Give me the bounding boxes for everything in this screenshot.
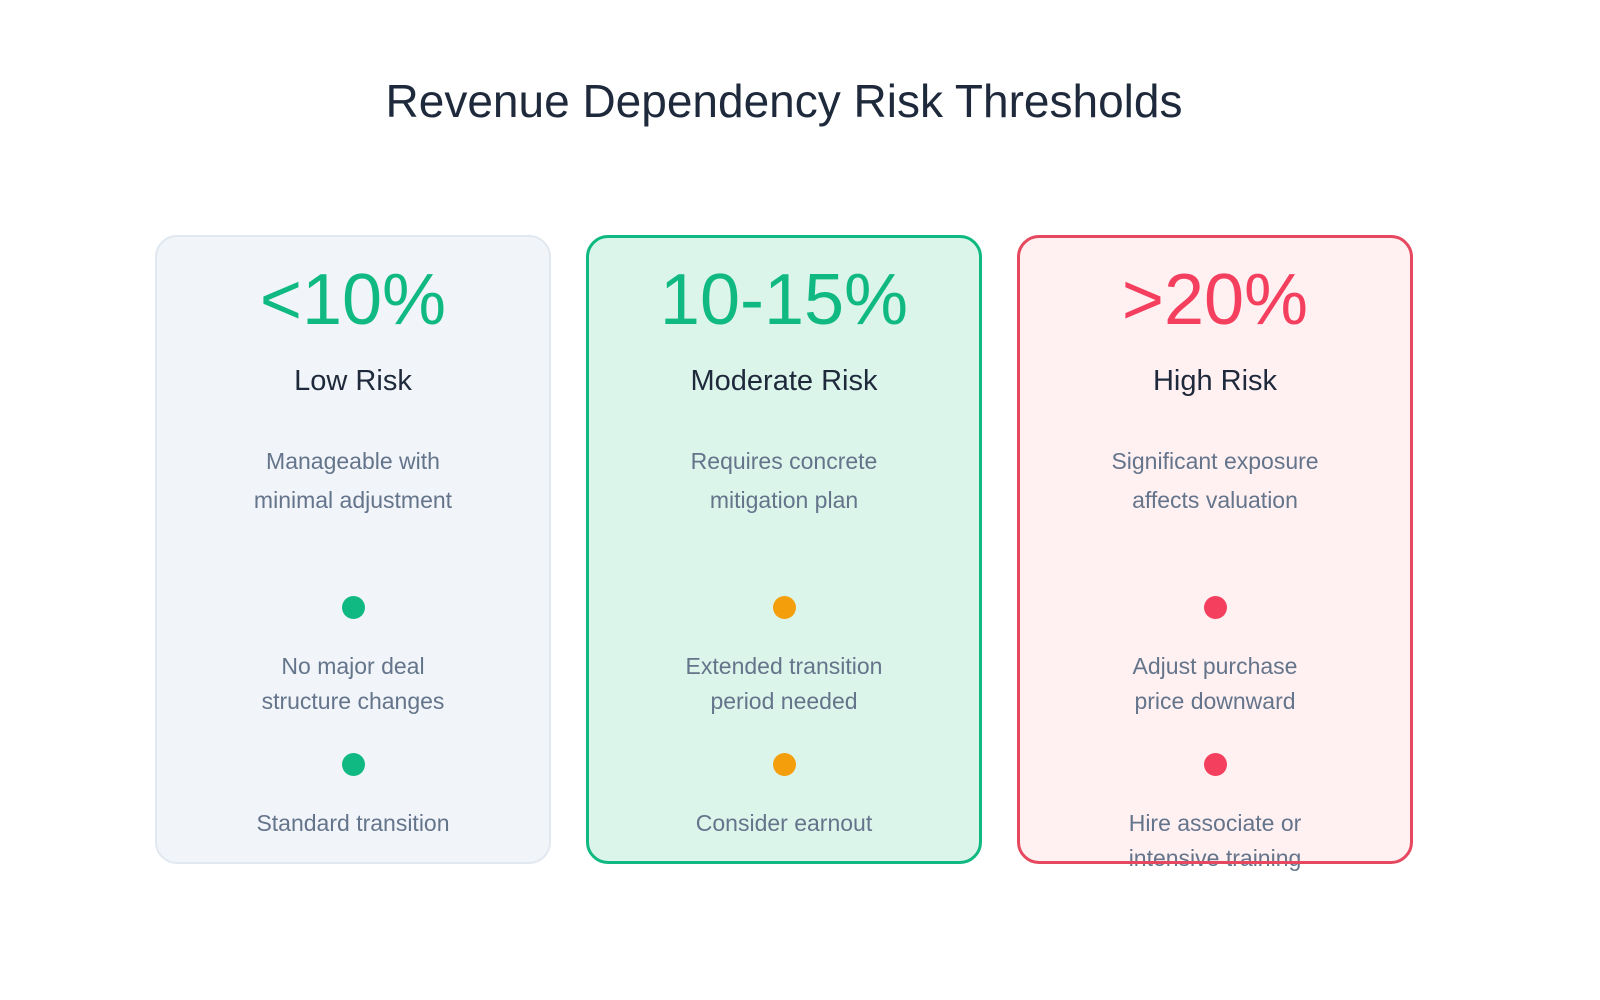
action-item-line: period needed	[710, 688, 858, 714]
action-item-line: intensive training	[1128, 845, 1302, 871]
description-line: affects valuation	[1132, 487, 1298, 513]
action-item-line: Standard transition	[256, 810, 450, 836]
action-item: Standard transition	[155, 806, 551, 841]
action-item: Adjust purchase price downward	[1017, 649, 1413, 719]
description-line: mitigation plan	[709, 487, 859, 513]
risk-level: Low Risk	[294, 365, 412, 397]
risk-level: High Risk	[1152, 365, 1278, 397]
action-item: Consider earnout	[586, 806, 982, 841]
description-line: minimal adjustment	[253, 487, 453, 513]
threshold-value: 10-15%	[659, 260, 909, 340]
risk-card-low: <10% Low Risk Manageable with minimal ad…	[155, 235, 551, 864]
action-item-line: price downward	[1134, 688, 1296, 714]
description-line: Requires concrete	[690, 448, 878, 474]
risk-description: Requires concrete mitigation plan	[586, 442, 982, 520]
description-line: Significant exposure	[1111, 448, 1319, 474]
risk-card-high: >20% High Risk Significant exposure affe…	[1017, 235, 1413, 871]
risk-description: Manageable with minimal adjustment	[155, 442, 551, 520]
action-item: No major deal structure changes	[155, 649, 551, 719]
action-item-line: Consider earnout	[695, 810, 873, 836]
bullet-dot-icon	[1204, 596, 1227, 619]
bullet-dot-icon	[342, 596, 365, 619]
action-item-line: structure changes	[261, 688, 445, 714]
risk-level: Moderate Risk	[690, 365, 878, 397]
action-item-line: Extended transition	[685, 653, 883, 679]
description-line: Manageable with	[266, 448, 440, 474]
bullet-dot-icon	[1204, 753, 1227, 776]
action-item-line: Hire associate or	[1128, 810, 1302, 836]
bullet-dot-icon	[773, 596, 796, 619]
action-item: Extended transition period needed	[586, 649, 982, 719]
action-item: Hire associate or intensive training	[1017, 806, 1413, 876]
threshold-value: >20%	[1121, 260, 1309, 340]
action-item-line: No major deal	[281, 653, 425, 679]
threshold-value: <10%	[259, 260, 447, 340]
action-item-line: Adjust purchase	[1132, 653, 1298, 679]
bullet-dot-icon	[342, 753, 365, 776]
page-title: Revenue Dependency Risk Thresholds	[385, 75, 1183, 127]
risk-description: Significant exposure affects valuation	[1017, 442, 1413, 520]
bullet-dot-icon	[773, 753, 796, 776]
risk-card-moderate: 10-15% Moderate Risk Requires concrete m…	[586, 235, 982, 864]
